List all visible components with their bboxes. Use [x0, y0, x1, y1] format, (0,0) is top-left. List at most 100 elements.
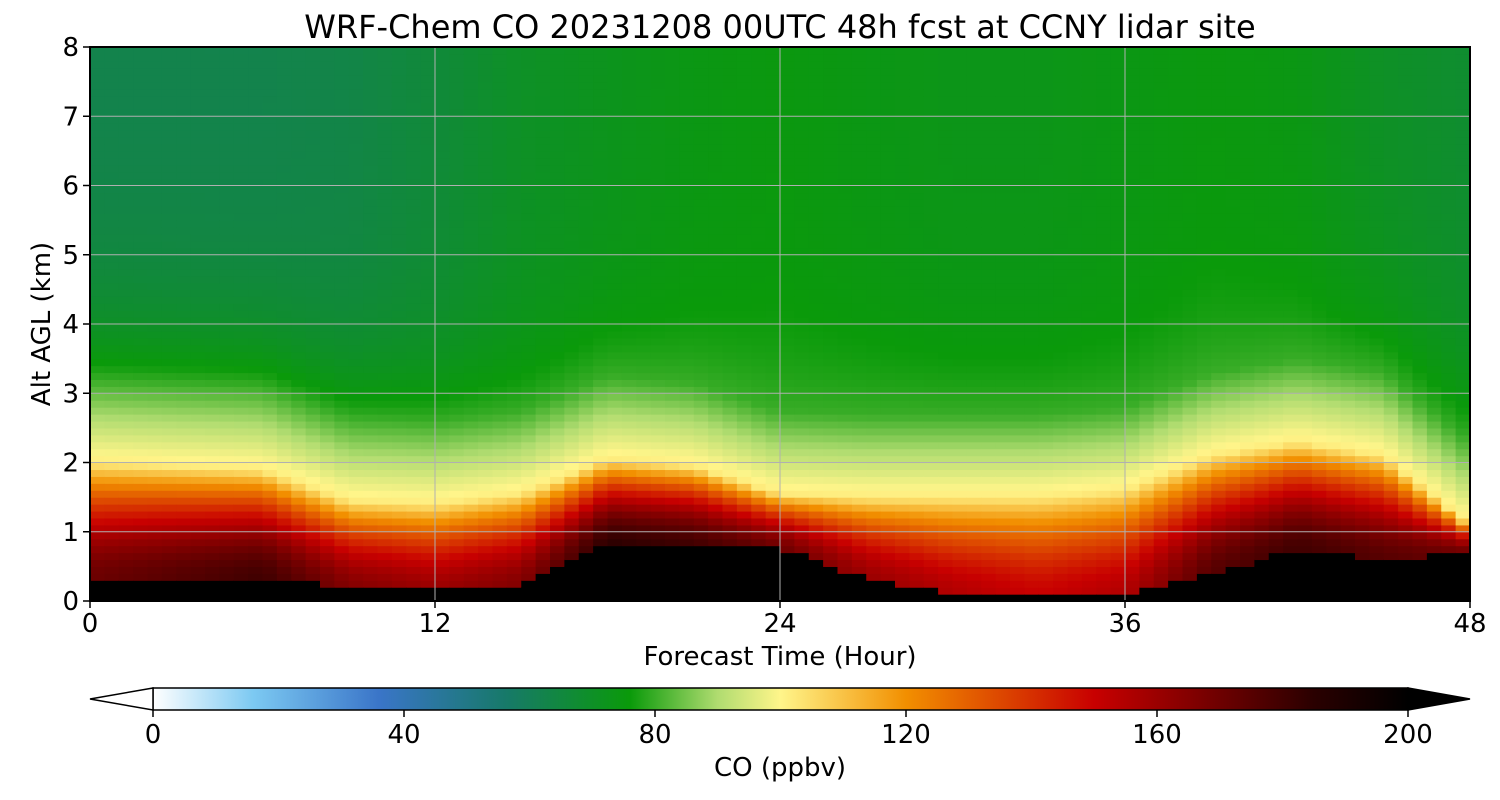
- heatmap-cell: [478, 143, 494, 152]
- heatmap-cell: [981, 573, 997, 581]
- heatmap-cell: [550, 483, 565, 491]
- heatmap-cell: [966, 296, 982, 304]
- heatmap-cell: [219, 254, 235, 263]
- heatmap-cell: [866, 559, 882, 567]
- heatmap-cell: [722, 490, 738, 498]
- heatmap-cell: [808, 573, 824, 581]
- heatmap-cell: [895, 185, 910, 194]
- heatmap-cell: [794, 233, 810, 242]
- heatmap-cell: [808, 282, 824, 290]
- heatmap-cell: [895, 289, 910, 297]
- heatmap-cell: [305, 178, 321, 187]
- heatmap-cell: [219, 427, 235, 436]
- heatmap-cell: [938, 427, 954, 436]
- heatmap-cell: [923, 282, 939, 290]
- heatmap-cell: [147, 171, 163, 180]
- heatmap-cell: [506, 185, 522, 194]
- heatmap-cell: [679, 47, 695, 55]
- heatmap-cell: [506, 143, 522, 152]
- heatmap-cell: [147, 344, 163, 353]
- heatmap-cell: [435, 240, 450, 249]
- heatmap-cell: [693, 420, 709, 429]
- heatmap-cell: [248, 566, 264, 574]
- heatmap-cell: [722, 448, 738, 457]
- heatmap-cell: [751, 261, 767, 270]
- heatmap-cell: [90, 185, 105, 194]
- heatmap-cell: [449, 434, 465, 443]
- heatmap-cell: [708, 407, 724, 415]
- heatmap-cell: [406, 420, 422, 429]
- heatmap-cell: [650, 88, 666, 97]
- heatmap-cell: [506, 524, 522, 533]
- heatmap-cell: [118, 420, 134, 429]
- heatmap-cell: [348, 448, 364, 457]
- heatmap-cell: [262, 81, 278, 90]
- heatmap-cell: [492, 510, 508, 519]
- heatmap-cell: [679, 552, 695, 561]
- heatmap-cell: [161, 137, 177, 145]
- heatmap-cell: [492, 462, 508, 471]
- heatmap-cell: [233, 358, 249, 367]
- heatmap-cell: [636, 289, 652, 297]
- heatmap-cell: [506, 469, 522, 477]
- heatmap-cell: [708, 483, 724, 491]
- heatmap-cell: [334, 524, 350, 533]
- heatmap-cell: [233, 171, 249, 180]
- heatmap-cell: [348, 137, 364, 145]
- heatmap-cell: [391, 88, 407, 97]
- heatmap-cell: [118, 296, 134, 304]
- heatmap-cell: [233, 67, 249, 76]
- heatmap-cell: [938, 497, 954, 505]
- heatmap-cell: [866, 344, 882, 353]
- heatmap-cell: [305, 53, 321, 62]
- heatmap-cell: [104, 531, 120, 540]
- heatmap-cell: [564, 123, 580, 131]
- heatmap-cell: [895, 344, 910, 353]
- heatmap-cell: [521, 233, 537, 242]
- heatmap-cell: [866, 268, 882, 277]
- heatmap-cell: [506, 594, 522, 601]
- heatmap-cell: [607, 303, 623, 311]
- heatmap-cell: [463, 275, 479, 284]
- heatmap-cell: [262, 289, 278, 297]
- heatmap-cell: [895, 171, 910, 180]
- heatmap-cell: [521, 490, 537, 498]
- heatmap-cell: [693, 462, 709, 471]
- heatmap-cell: [578, 365, 594, 374]
- heatmap-cell: [880, 427, 896, 436]
- heatmap-cell: [463, 358, 479, 367]
- heatmap-cell: [535, 400, 551, 408]
- heatmap-cell: [665, 81, 680, 90]
- heatmap-cell: [665, 213, 680, 221]
- heatmap-cell: [262, 552, 278, 561]
- heatmap-cell: [305, 427, 321, 436]
- heatmap-cell: [363, 330, 379, 339]
- heatmap-cell: [794, 102, 810, 110]
- heatmap-cell: [808, 476, 824, 484]
- heatmap-cell: [794, 116, 810, 124]
- heatmap-cell: [320, 386, 335, 394]
- heatmap-cell: [435, 358, 450, 367]
- heatmap-cell: [205, 531, 220, 540]
- heatmap-cell: [837, 206, 853, 214]
- heatmap-cell: [291, 552, 307, 561]
- heatmap-cell: [966, 420, 982, 429]
- heatmap-cell: [780, 365, 795, 374]
- heatmap-cell: [233, 88, 249, 97]
- heatmap-cell: [262, 531, 278, 540]
- heatmap-cell: [161, 254, 177, 263]
- heatmap-cell: [693, 81, 709, 90]
- heatmap-cell: [118, 268, 134, 277]
- heatmap-cell: [291, 268, 307, 277]
- heatmap-cell: [406, 47, 422, 55]
- heatmap-cell: [90, 448, 105, 457]
- heatmap-cell: [736, 143, 752, 152]
- heatmap-cell: [435, 282, 450, 290]
- heatmap-cell: [391, 330, 407, 339]
- heatmap-cell: [406, 504, 422, 512]
- heatmap-cell: [492, 220, 508, 228]
- heatmap-cell: [794, 296, 810, 304]
- heatmap-cell: [550, 400, 565, 408]
- heatmap-cell: [463, 552, 479, 561]
- heatmap-cell: [564, 254, 580, 263]
